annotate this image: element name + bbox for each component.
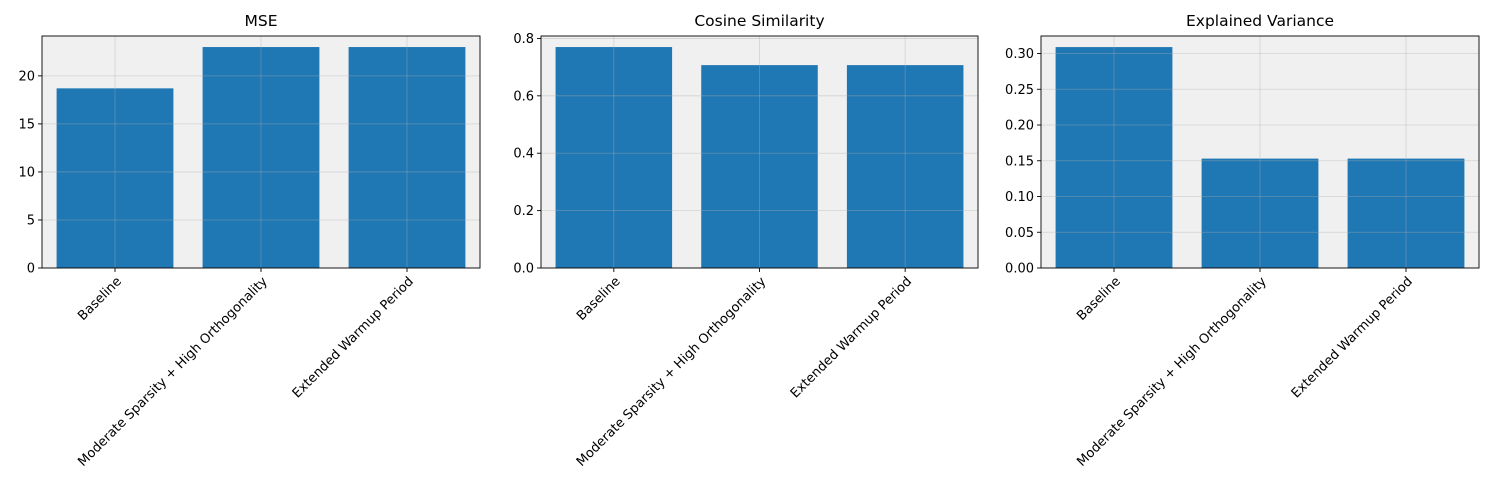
bar (1201, 158, 1319, 268)
x-tick-label: Baseline (75, 274, 125, 324)
bar (846, 65, 964, 268)
chart-title: MSE (244, 12, 277, 30)
y-tick-label: 0 (27, 262, 35, 277)
y-tick-label: 0.0 (513, 262, 534, 277)
y-tick-label: 0.05 (1005, 226, 1034, 241)
y-tick-label: 0.00 (1005, 262, 1034, 277)
bar (202, 47, 320, 268)
y-tick-label: 15 (18, 117, 35, 132)
y-tick-label: 0.6 (513, 89, 534, 104)
y-tick-label: 0.10 (1005, 190, 1034, 205)
y-tick-label: 0.8 (513, 32, 534, 47)
bar (555, 47, 673, 268)
bar (1347, 158, 1465, 268)
x-tick-label: Extended Warmup Period (1289, 274, 1416, 401)
bar (56, 88, 174, 268)
y-tick-label: 0.30 (1005, 47, 1034, 62)
y-tick-label: 0.20 (1005, 119, 1034, 134)
x-tick-label: Extended Warmup Period (788, 274, 915, 401)
bar (701, 65, 818, 268)
bar (1055, 47, 1173, 268)
bars (1055, 47, 1465, 268)
bars (555, 47, 964, 268)
y-tick-label: 0.25 (1005, 83, 1034, 98)
x-tick-label: Baseline (574, 274, 624, 324)
chart-panel-3: 0.000.050.100.150.200.250.30BaselineMode… (1005, 12, 1480, 470)
y-tick-label: 0.2 (513, 204, 534, 219)
y-tick-label: 0.4 (513, 147, 534, 162)
y-tick-label: 5 (27, 213, 35, 228)
chart-title: Cosine Similarity (694, 12, 824, 30)
x-tick-label: Baseline (1074, 274, 1124, 324)
y-tick-label: 10 (18, 165, 35, 180)
y-tick-label: 20 (18, 69, 35, 84)
x-tick-label: Extended Warmup Period (290, 274, 417, 401)
bar (348, 47, 466, 268)
y-tick-label: 0.15 (1005, 154, 1034, 169)
chart-title: Explained Variance (1186, 12, 1334, 30)
bars (56, 47, 466, 268)
